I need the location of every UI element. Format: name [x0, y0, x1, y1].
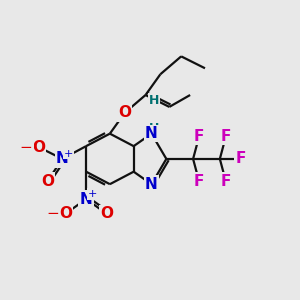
Text: F: F — [194, 129, 204, 144]
Text: F: F — [220, 174, 231, 189]
Text: O: O — [59, 206, 72, 221]
Text: H: H — [149, 94, 159, 107]
Text: N: N — [145, 177, 158, 192]
Text: +: + — [88, 189, 97, 199]
Text: H: H — [149, 122, 159, 135]
Text: N: N — [80, 191, 92, 206]
Text: O: O — [41, 174, 54, 189]
Text: −: − — [20, 140, 32, 154]
Text: +: + — [64, 148, 74, 159]
Text: O: O — [118, 105, 131, 120]
Text: −: − — [46, 206, 59, 221]
Text: F: F — [194, 174, 204, 189]
Text: N: N — [56, 152, 69, 166]
Text: O: O — [100, 206, 113, 221]
Text: F: F — [236, 152, 246, 166]
Text: N: N — [145, 126, 158, 141]
Text: F: F — [220, 129, 231, 144]
Text: O: O — [32, 140, 45, 154]
